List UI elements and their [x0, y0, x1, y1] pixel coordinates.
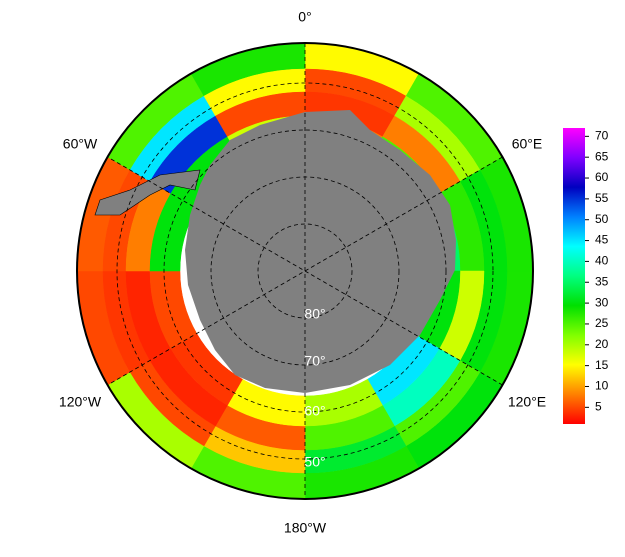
colorbar-ticks: 5 10 15 20 25 30 35 40 45 50 55 60 65 70	[585, 129, 609, 413]
lat-label: 50°	[304, 454, 325, 470]
antarctica	[185, 110, 456, 393]
colorbar-tick-label: 35	[595, 274, 609, 288]
lon-label: 120°E	[508, 394, 546, 410]
colorbar-tick-label: 45	[595, 233, 609, 247]
colorbar-tick-label: 50	[595, 212, 609, 226]
colorbar-tick-label: 25	[595, 316, 609, 330]
map-boundary	[76, 42, 534, 500]
lon-label: 60°W	[63, 136, 98, 152]
lat-label: 80°	[304, 306, 325, 322]
lon-label: 60°E	[512, 136, 543, 152]
colorbar-tick-label: 30	[595, 295, 609, 309]
lon-label: 120°W	[59, 394, 102, 410]
colorbar-tick-label: 60	[595, 170, 609, 184]
colorbar-tick-label: 5	[595, 399, 602, 413]
lat-label: 70°	[304, 353, 325, 369]
colorbar-tick-label: 70	[595, 129, 609, 143]
antarctic-peninsula	[94, 169, 201, 216]
colorbar-tick-label: 40	[595, 254, 609, 268]
colorbar-tick-label: 10	[595, 379, 609, 393]
colorbar	[563, 128, 585, 424]
lon-label: 0°	[298, 9, 311, 25]
colorbar-tick-label: 20	[595, 337, 609, 351]
colorbar-tick-label: 65	[595, 149, 609, 163]
meridian	[107, 156, 503, 386]
lat-circle	[163, 129, 447, 413]
graticule	[107, 43, 503, 499]
lat-label: 60°	[304, 403, 325, 419]
colorbar-tick-label: 15	[595, 358, 609, 372]
lon-label: 180°W	[284, 520, 327, 536]
colorbar-tick-label: 55	[595, 191, 609, 205]
